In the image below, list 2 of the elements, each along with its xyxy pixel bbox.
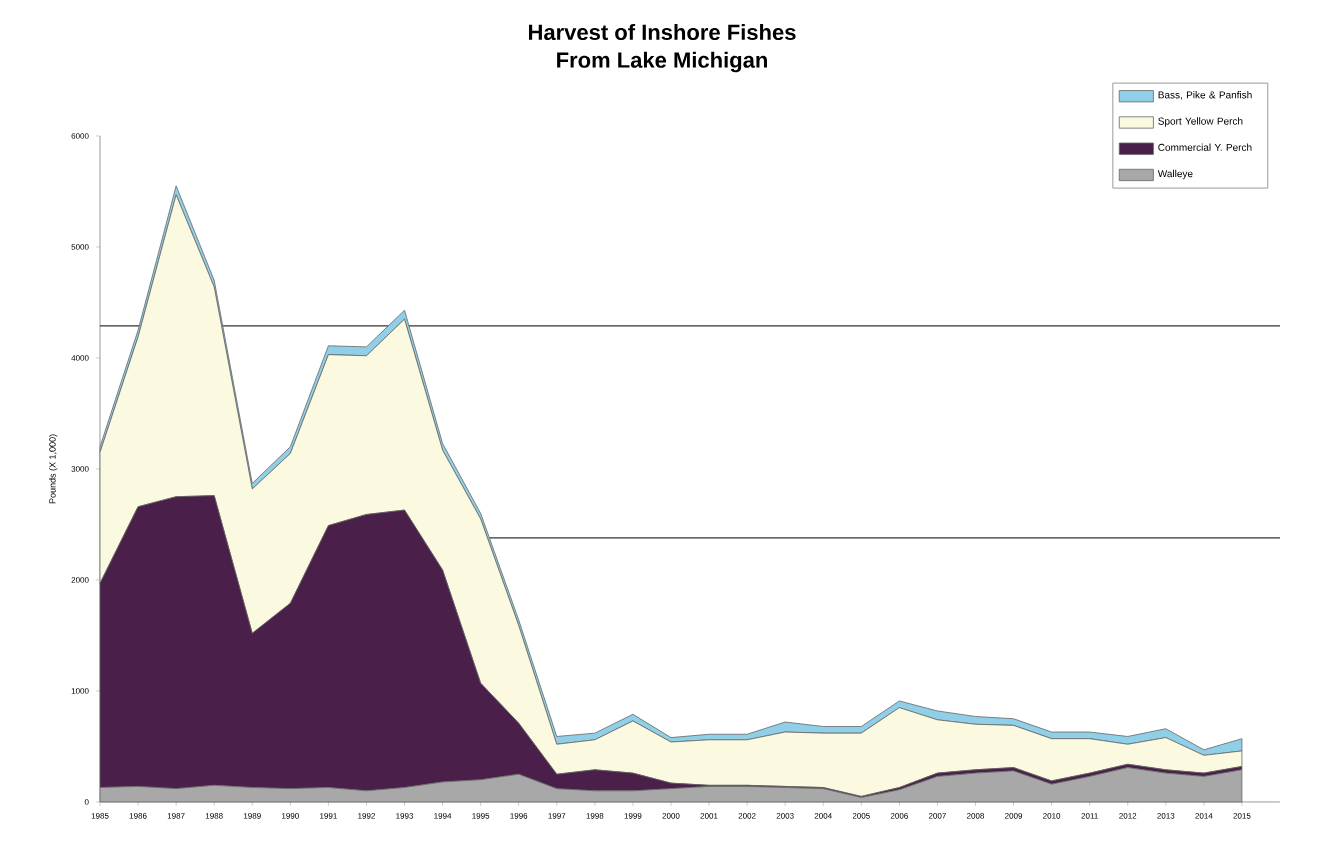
- chart-subtitle: From Lake Michigan: [557, 51, 767, 73]
- chart-title: Harvest of Inshore Fishes: [529, 23, 796, 41]
